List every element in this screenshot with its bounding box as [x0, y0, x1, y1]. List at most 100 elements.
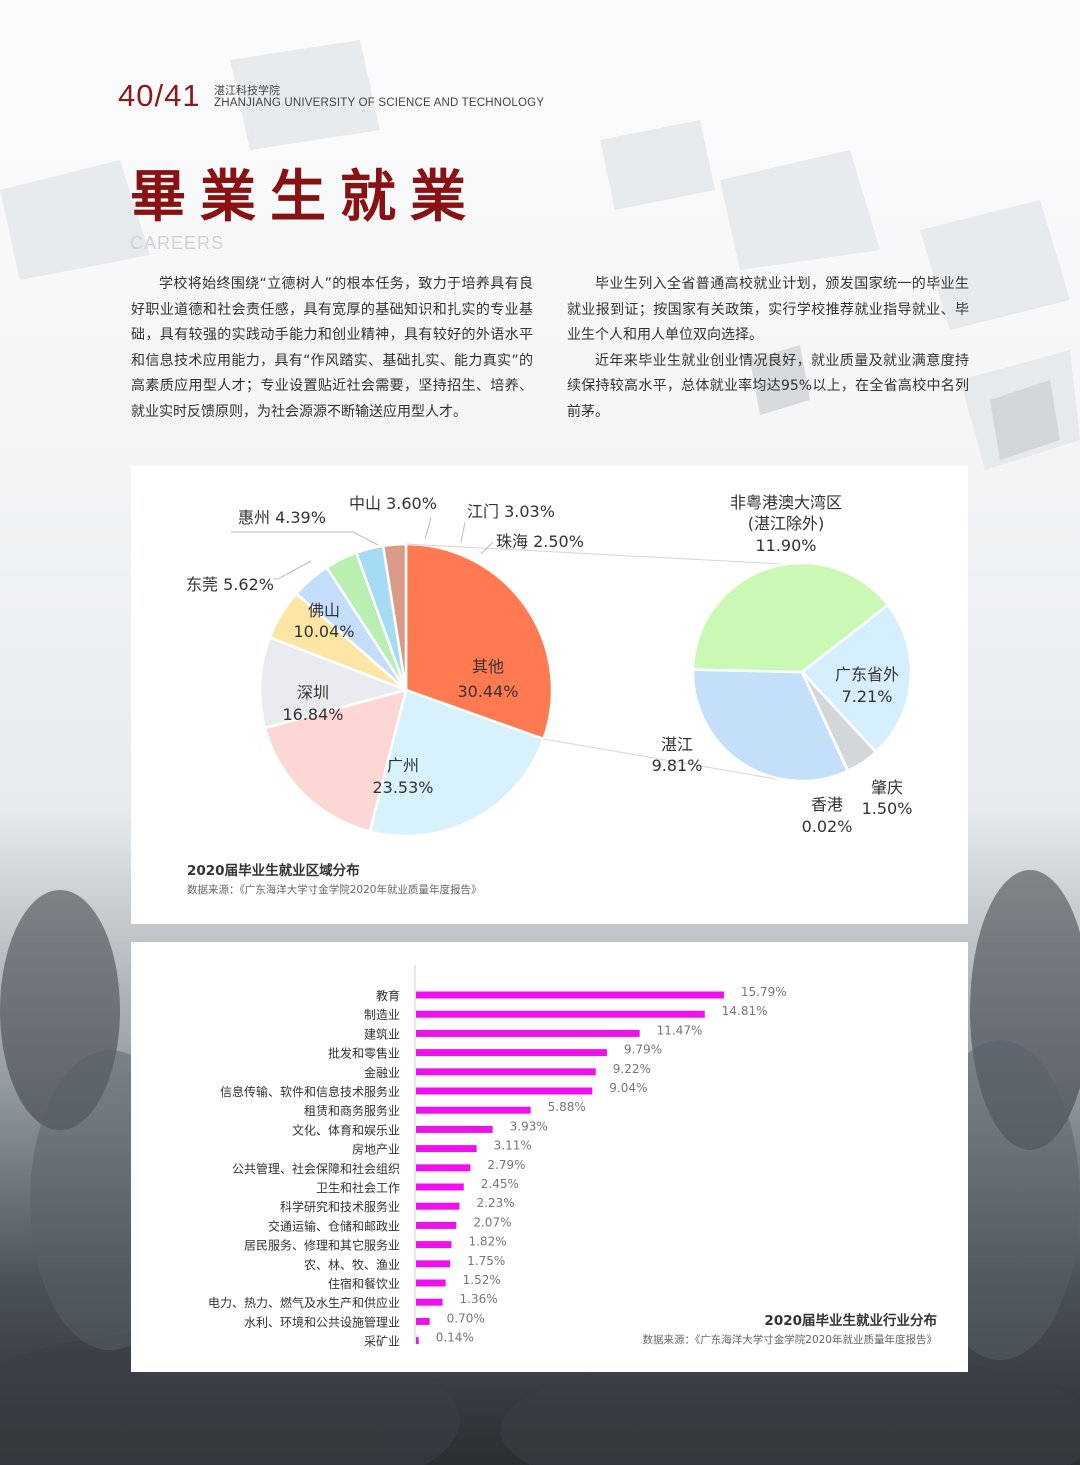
category-label: 交通运输、仓储和邮政业 — [268, 1218, 400, 1233]
bar-value-label: 9.79% — [624, 1043, 662, 1057]
bar-value-label: 14.81% — [722, 1004, 768, 1018]
category-label: 科学研究和技术服务业 — [280, 1199, 400, 1214]
leader-line — [424, 517, 432, 540]
industry-bar — [416, 1145, 477, 1153]
industry-bar — [416, 1164, 471, 1172]
category-label: 制造业 — [364, 1008, 400, 1022]
category-label: 住宿和餐饮业 — [328, 1276, 400, 1291]
category-label: 租赁和商务服务业 — [304, 1103, 400, 1118]
school-name-cn: 湛江科技学院 — [214, 84, 280, 97]
bar-value-label: 0.70% — [447, 1311, 485, 1325]
category-label: 金融业 — [364, 1065, 400, 1080]
slice-name-label: 广州 — [387, 756, 419, 775]
leader-line — [231, 531, 379, 546]
region-pie-chart: 其他 30.44% 广州 23.53% 深圳 16.84% 佛山 10.04% 东莞 5.62%… — [186, 493, 913, 896]
breakdown-name-label: (湛江除外) — [748, 514, 825, 533]
paragraph-text: 学校将始终围绕“立德树人”的根本任务，致力于培养具有良好职业道德和社会责任感，具… — [131, 276, 533, 420]
pie-slice — [368, 688, 546, 838]
breakdown-slice — [691, 561, 890, 674]
school-name-en: ZHANJIANG UNIVERSITY OF SCIENCE AND TECH… — [214, 97, 545, 109]
intro-paragraph-right: 毕业生列入全省普通高校就业计划，颁发国家统一的毕业生就业报到证；按国家有关政策，… — [567, 272, 969, 426]
industry-bar — [416, 1049, 607, 1057]
bar-value-label: 9.22% — [613, 1062, 651, 1076]
pie-slice — [258, 635, 411, 730]
industry-bar-chart: 教育 15.79% 制造业 14.81% 建筑业 11.47% 批发和零售业 9.79% 金融业… — [208, 965, 937, 1349]
category-label: 公共管理、社会保障和社会组织 — [232, 1161, 400, 1176]
bar-value-label: 1.75% — [467, 1254, 505, 1268]
industry-bar — [416, 1183, 464, 1191]
industry-bar — [416, 1221, 457, 1229]
bar-value-label: 11.47% — [657, 1023, 703, 1037]
industry-chart-card: 教育 15.79% 制造业 14.81% 建筑业 11.47% 批发和零售业 9.79% 金融业… — [131, 942, 968, 1372]
breakdown-value-label: 11.90% — [755, 536, 816, 555]
bar-value-label: 9.04% — [609, 1081, 647, 1095]
connector-line — [405, 543, 783, 565]
bar-value-label: 5.88% — [548, 1100, 586, 1114]
pie-slice — [404, 542, 554, 741]
industry-bar — [416, 1106, 531, 1114]
slice-label: 东莞 5.62% — [186, 575, 274, 594]
bar-value-label: 2.79% — [487, 1158, 525, 1172]
breakdown-value-label: 7.21% — [842, 687, 893, 706]
bar-value-label: 0.14% — [436, 1331, 474, 1345]
section-title: 畢業生就業 — [130, 164, 480, 230]
leader-line — [273, 560, 312, 580]
industry-bar — [416, 1260, 451, 1268]
industry-bar — [416, 1087, 593, 1095]
industry-bar — [416, 1010, 705, 1018]
slice-name-label: 其他 — [472, 657, 504, 676]
slice-value-label: 10.04% — [293, 622, 354, 641]
paragraph-text: 近年来毕业生就业创业情况良好，就业质量及就业满意度持续保持较高水平，总体就业率均… — [567, 352, 969, 420]
intro-paragraph-left: 学校将始终围绕“立德树人”的根本任务，致力于培养具有良好职业道德和社会责任感，具… — [131, 272, 533, 426]
category-label: 农、林、牧、渔业 — [304, 1258, 400, 1272]
industry-bar — [416, 1125, 493, 1133]
bar-value-label: 2.45% — [481, 1177, 519, 1191]
chart-source: 数据来源：《广东海洋大学寸金学院2020年就业质量年度报告》 — [643, 1333, 937, 1346]
industry-bar — [416, 1337, 419, 1345]
breakdown-value-label: 9.81% — [652, 756, 703, 775]
category-label: 教育 — [376, 988, 400, 1003]
slice-label: 江门 3.03% — [467, 502, 555, 521]
breakdown-slice — [691, 668, 850, 783]
bar-value-label: 15.79% — [741, 985, 787, 999]
slice-value-label: 23.53% — [372, 778, 433, 797]
bar-value-label: 3.11% — [494, 1139, 532, 1153]
category-label: 卫生和社会工作 — [316, 1180, 400, 1195]
slice-label: 惠州 4.39% — [238, 508, 326, 527]
category-label: 水利、环境和公共设施管理业 — [244, 1314, 400, 1329]
slice-name-label: 佛山 — [308, 601, 340, 620]
breakdown-value-label: 0.02% — [802, 817, 853, 836]
page-number: 40/41 — [118, 78, 201, 113]
bar-value-label: 2.23% — [476, 1196, 514, 1210]
leader-line — [460, 521, 466, 543]
breakdown-name-label: 非粤港澳大湾区 — [730, 493, 842, 512]
slice-name-label: 深圳 — [297, 683, 329, 702]
slice-value-label: 30.44% — [457, 682, 518, 701]
category-label: 批发和零售业 — [328, 1046, 400, 1061]
industry-bar — [416, 1279, 446, 1287]
industry-bar — [416, 1029, 640, 1037]
bar-value-label: 1.52% — [463, 1273, 501, 1287]
chart-title: 2020届毕业生就业区域分布 — [187, 862, 360, 879]
breakdown-value-label: 1.50% — [862, 799, 913, 818]
industry-bar — [416, 1068, 596, 1076]
bar-value-label: 3.93% — [510, 1119, 548, 1133]
breakdown-name-label: 香港 — [811, 795, 843, 814]
slice-label: 中山 3.60% — [349, 494, 437, 513]
breakdown-name-label: 肇庆 — [871, 778, 903, 797]
connector-line — [543, 738, 783, 781]
category-label: 居民服务、修理和其它服务业 — [244, 1238, 400, 1253]
section-subtitle: CAREERS — [130, 233, 225, 253]
industry-bar — [416, 991, 724, 999]
category-label: 采矿业 — [364, 1335, 400, 1349]
bar-value-label: 1.36% — [460, 1292, 498, 1306]
category-label: 信息传输、软件和信息技术服务业 — [220, 1084, 400, 1099]
region-chart-card: 其他 30.44% 广州 23.53% 深圳 16.84% 佛山 10.04% 东莞 5.62%… — [131, 466, 968, 924]
chart-source: 数据来源：《广东海洋大学寸金学院2020年就业质量年度报告》 — [187, 883, 481, 896]
industry-bar — [416, 1317, 430, 1325]
category-label: 房地产业 — [352, 1142, 400, 1157]
pie-slice — [381, 542, 408, 691]
industry-bar — [416, 1241, 452, 1249]
breakdown-slice — [800, 603, 913, 754]
industry-bar — [416, 1202, 460, 1210]
